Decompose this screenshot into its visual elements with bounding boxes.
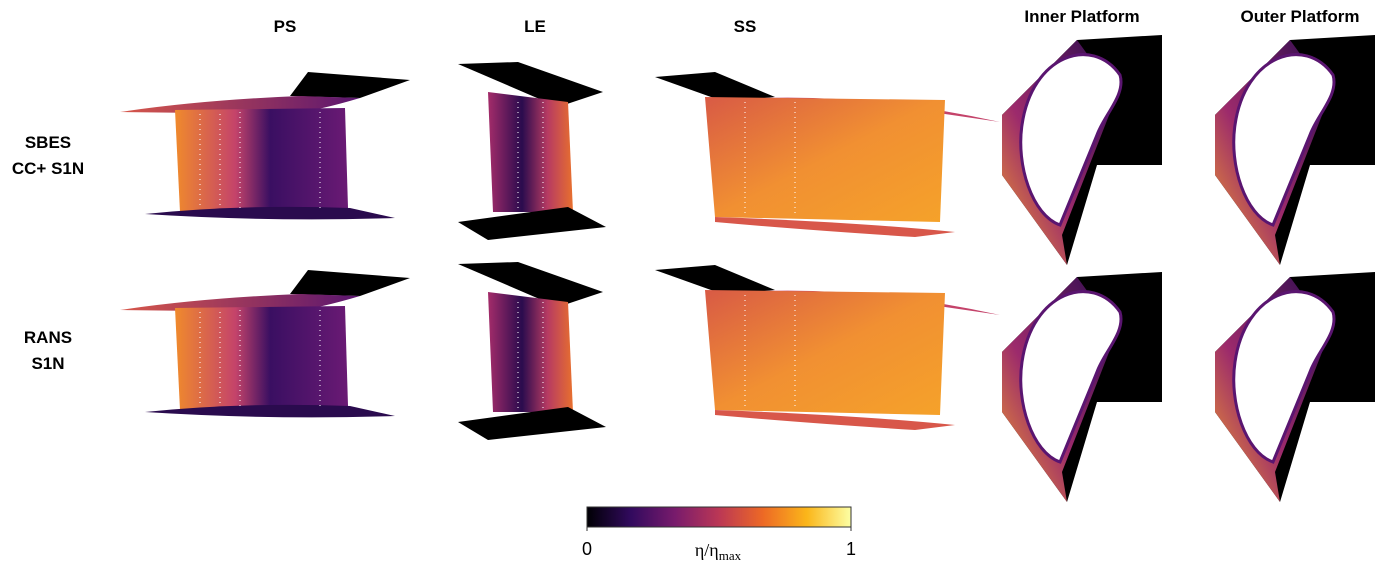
row-label: RANS — [24, 328, 72, 347]
column-header: SS — [734, 17, 757, 36]
colorbar-label-main: η/η — [695, 540, 719, 560]
column-header: PS — [274, 17, 297, 36]
ss-contour — [655, 265, 1000, 430]
colorbar-label: η/ηmax — [695, 540, 742, 563]
colorbar-tick-label: 1 — [846, 539, 856, 559]
column-header: Outer Platform — [1240, 7, 1359, 26]
row-label: S1N — [31, 354, 64, 373]
colorbar-label-sub: max — [719, 548, 742, 563]
ss-contour — [655, 72, 1000, 237]
inner-platform-contour — [1002, 35, 1162, 265]
colorbar — [587, 507, 851, 527]
outer-platform-contour — [1215, 35, 1375, 265]
inner-platform-contour — [1002, 272, 1162, 502]
column-header: LE — [524, 17, 546, 36]
row-label: CC+ S1N — [12, 159, 84, 178]
row-label: SBES — [25, 133, 71, 152]
colorbar-tick-label: 0 — [582, 539, 592, 559]
ps-contour — [120, 72, 410, 219]
figure: PS LE SS Inner Platform Outer Platform S… — [0, 0, 1382, 567]
outer-platform-contour — [1215, 272, 1375, 502]
column-header: Inner Platform — [1024, 7, 1139, 26]
ps-contour — [120, 270, 410, 417]
le-contour — [458, 262, 606, 440]
le-contour — [458, 62, 606, 240]
